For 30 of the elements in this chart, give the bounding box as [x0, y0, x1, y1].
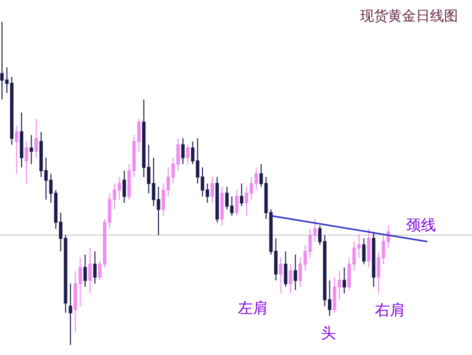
- candlestick: [294, 254, 298, 291]
- candlestick: [342, 266, 346, 294]
- candlestick: [367, 228, 370, 268]
- candlestick: [30, 134, 34, 165]
- candlestick: [372, 231, 376, 288]
- annotation: 头: [321, 324, 336, 342]
- annotation: 右肩: [375, 301, 405, 319]
- candlestick: [279, 257, 282, 294]
- candlestick: [284, 250, 288, 288]
- chart-title: 现货黄金日线图: [360, 8, 458, 24]
- annotation: 左肩: [238, 299, 268, 317]
- candlestick: [34, 118, 38, 158]
- candlestick: [24, 141, 28, 184]
- candlestick: [215, 176, 219, 223]
- candlestick: [83, 254, 87, 288]
- candlestick: [240, 183, 244, 207]
- candlestick: [68, 283, 72, 346]
- candlestick: [220, 186, 224, 226]
- candlestick: [210, 176, 214, 204]
- candlestick: [20, 112, 24, 168]
- candlestick: [122, 170, 126, 204]
- candlestick: [186, 144, 190, 165]
- candlestick: [362, 238, 366, 265]
- candlestick: [88, 248, 92, 294]
- candlestick: [181, 138, 185, 165]
- candlestick: [14, 124, 18, 174]
- series-label: 颈线: [406, 216, 436, 234]
- candlestick: [93, 250, 97, 284]
- candlestick: [235, 189, 238, 216]
- candlestick: [288, 264, 292, 294]
